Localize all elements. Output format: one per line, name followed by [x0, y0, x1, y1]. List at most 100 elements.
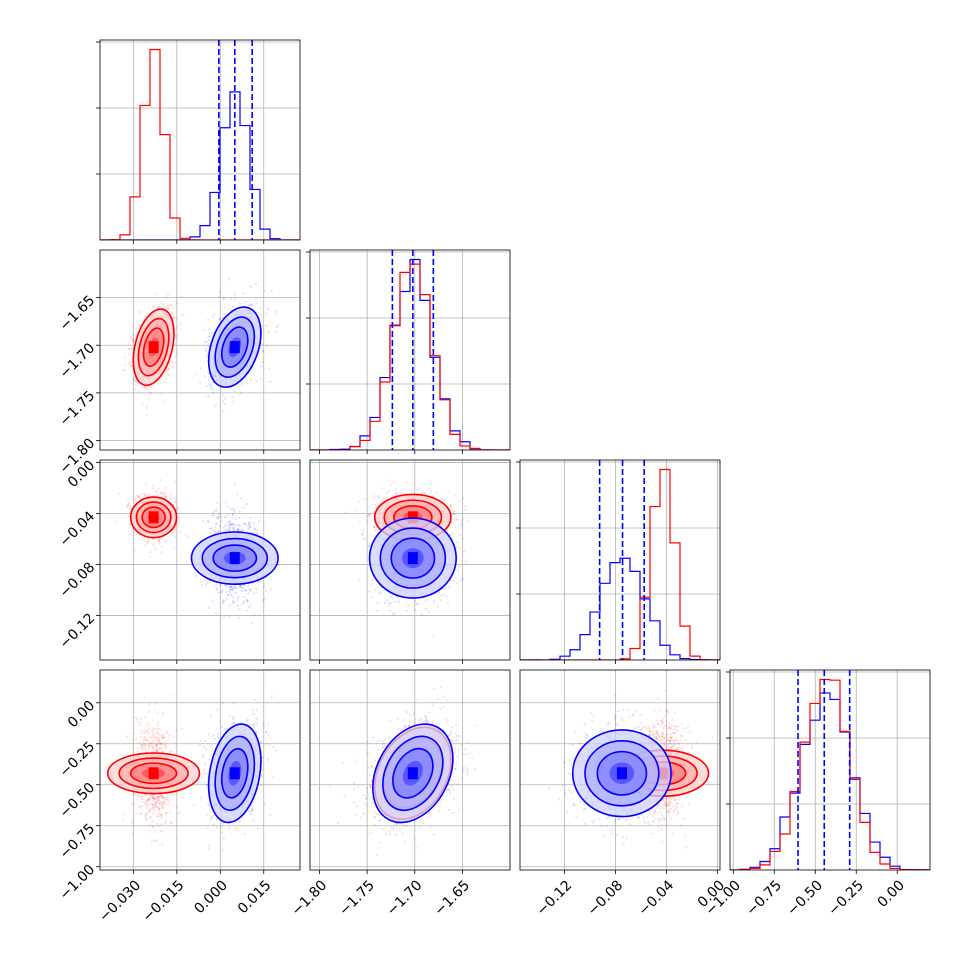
point	[389, 484, 392, 487]
point	[262, 585, 265, 589]
point	[124, 356, 127, 359]
point	[211, 514, 214, 517]
point	[369, 533, 372, 536]
point	[387, 601, 390, 605]
point	[430, 483, 433, 486]
point	[464, 560, 467, 563]
point	[275, 314, 278, 317]
y-tick-label: −0.12	[57, 610, 99, 652]
point	[233, 389, 236, 392]
point	[215, 501, 219, 504]
point	[139, 497, 142, 500]
point	[232, 526, 235, 530]
point	[215, 612, 218, 615]
point	[229, 593, 232, 596]
point	[234, 587, 237, 590]
point	[128, 523, 131, 526]
point	[167, 367, 171, 370]
point	[143, 386, 146, 389]
point	[134, 497, 137, 500]
point	[151, 484, 154, 487]
density-peak-1	[229, 341, 240, 354]
point	[214, 509, 217, 512]
point	[173, 528, 176, 531]
point	[143, 544, 146, 547]
point	[147, 494, 150, 497]
point	[161, 492, 164, 495]
point	[206, 353, 209, 356]
point	[374, 503, 377, 506]
point	[245, 598, 248, 602]
point	[214, 523, 217, 526]
point	[123, 369, 126, 372]
point	[275, 310, 278, 313]
point	[137, 496, 140, 499]
point	[224, 528, 227, 532]
point	[232, 528, 235, 531]
point	[453, 518, 456, 521]
point	[358, 520, 361, 523]
point	[162, 302, 165, 306]
point	[242, 602, 245, 605]
point	[222, 297, 225, 300]
point	[230, 594, 234, 598]
point	[206, 519, 210, 522]
point	[244, 589, 247, 592]
point	[221, 588, 224, 592]
point	[368, 590, 371, 593]
point	[444, 499, 447, 502]
point	[451, 513, 454, 517]
point	[222, 601, 225, 604]
density-peak-0	[148, 511, 159, 524]
point	[164, 540, 167, 544]
point	[263, 597, 266, 601]
point	[144, 314, 147, 318]
point	[393, 612, 396, 615]
point	[137, 494, 140, 497]
point	[228, 520, 231, 523]
point	[174, 497, 177, 500]
point	[227, 521, 230, 524]
point	[139, 311, 142, 314]
point	[373, 528, 376, 531]
point	[244, 300, 247, 303]
point	[170, 360, 173, 363]
point	[217, 317, 220, 320]
point	[171, 303, 174, 306]
point	[249, 285, 252, 288]
point	[169, 493, 172, 496]
point	[143, 492, 146, 495]
point	[139, 323, 142, 326]
point	[152, 544, 155, 547]
point	[427, 610, 430, 613]
point	[424, 492, 427, 495]
panel-frame	[99, 249, 301, 451]
point	[252, 614, 256, 617]
point	[249, 516, 252, 520]
point	[207, 344, 210, 347]
point	[250, 590, 253, 593]
point	[167, 373, 170, 376]
point	[234, 524, 237, 528]
point	[210, 331, 213, 334]
point	[232, 599, 235, 602]
point	[381, 497, 385, 500]
point	[138, 495, 141, 498]
point	[241, 528, 244, 532]
point	[127, 347, 130, 350]
point	[203, 341, 206, 344]
point	[239, 585, 242, 589]
point	[248, 606, 251, 609]
point	[227, 594, 230, 597]
point	[127, 514, 130, 518]
point	[247, 523, 251, 526]
point	[242, 600, 245, 603]
point	[211, 388, 215, 391]
point	[253, 592, 256, 595]
point	[253, 527, 256, 531]
point	[259, 307, 262, 310]
point	[236, 523, 239, 526]
histogram-1	[310, 258, 510, 450]
point	[164, 495, 167, 498]
